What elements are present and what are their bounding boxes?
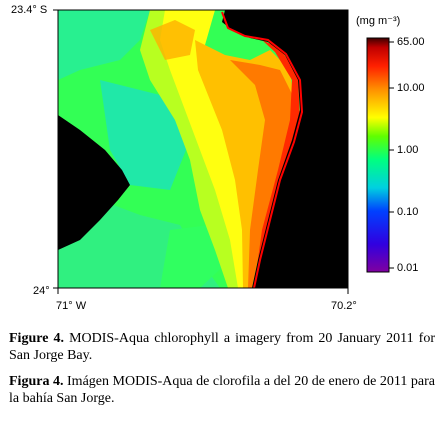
caption-english-text: MODIS-Aqua chlorophyll a imagery from 20… — [9, 331, 435, 363]
colorbar-tick-label: 65.00 — [397, 36, 425, 48]
latitude-bottom-label: 24° — [33, 285, 50, 297]
longitude-left-label: 71° W — [56, 300, 87, 312]
chlorophyll-map — [53, 9, 394, 294]
colorbar-tick-label: 1.00 — [397, 144, 419, 156]
colorbar-tick-label: 0.01 — [397, 262, 419, 274]
longitude-right-label: 70.2° — [331, 300, 357, 312]
map-axis-ticks — [53, 9, 349, 294]
caption-english-label: Figure 4. — [9, 331, 64, 346]
caption-english: Figure 4. MODIS-Aqua chlorophyll a image… — [9, 330, 435, 364]
caption-spanish-label: Figura 4. — [9, 374, 64, 389]
latitude-top-label: 23.4° S — [11, 4, 48, 16]
colorbar-unit: (mg m⁻³) — [356, 15, 401, 27]
map-frame — [57, 9, 349, 289]
caption-spanish-text: Imágen MODIS-Aqua de clorofila a del 20 … — [9, 374, 435, 406]
caption-spanish: Figura 4. Imágen MODIS-Aqua de clorofila… — [9, 373, 435, 407]
map-raster — [58, 10, 348, 289]
colorbar-tick-label: 0.10 — [397, 206, 419, 218]
colorbar — [366, 37, 394, 273]
colorbar-tick-label: 10.00 — [397, 82, 425, 94]
